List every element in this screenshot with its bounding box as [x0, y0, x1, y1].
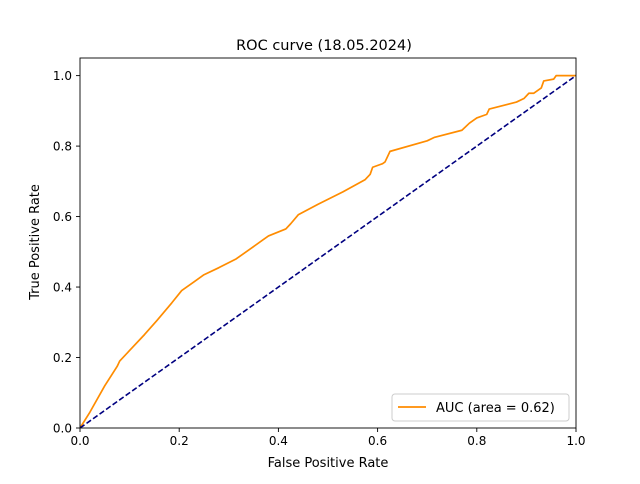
legend-label-auc: AUC (area = 0.62)	[436, 401, 555, 416]
legend: AUC (area = 0.62)	[391, 393, 570, 422]
y-tick-label: 0.8	[53, 140, 72, 154]
y-tick-label: 0.4	[53, 281, 72, 295]
plot-area	[80, 74, 576, 428]
x-tick-label: 0.4	[269, 434, 288, 448]
chance-diagonal-line	[80, 74, 576, 428]
y-tick-label: 0.2	[53, 351, 72, 365]
x-axis-ticks: 0.0 0.2 0.4 0.6 0.8 1.0	[70, 428, 586, 448]
axes-spines	[79, 57, 577, 429]
roc-curve-line	[80, 74, 576, 428]
y-tick-label: 0.0	[53, 422, 72, 436]
y-axis-ticks: 0.0 0.2 0.4 0.6 0.8 1.0	[53, 69, 80, 436]
x-tick-label: 0.0	[70, 434, 89, 448]
x-tick-label: 0.8	[467, 434, 486, 448]
x-tick-label: 0.6	[368, 434, 387, 448]
y-axis-label: True Positive Rate	[28, 184, 43, 301]
y-tick-label: 0.6	[53, 210, 72, 224]
y-tick-label: 1.0	[53, 69, 72, 83]
x-tick-label: 0.2	[170, 434, 189, 448]
x-tick-label: 1.0	[566, 434, 585, 448]
axes-frame	[79, 57, 577, 429]
chart-title: ROC curve (18.05.2024)	[236, 38, 412, 54]
legend-box	[391, 393, 570, 422]
x-axis-label: False Positive Rate	[268, 456, 389, 471]
